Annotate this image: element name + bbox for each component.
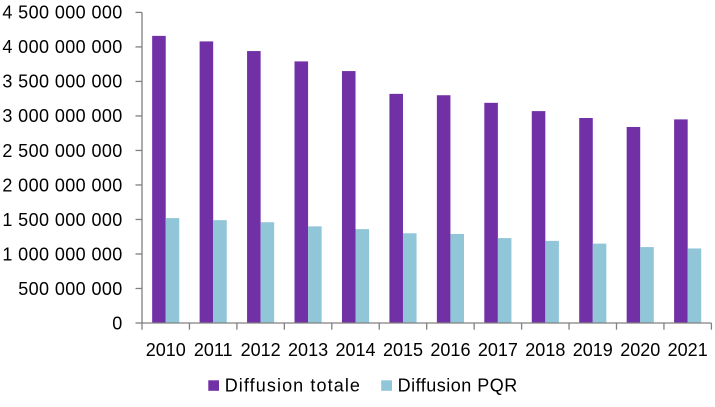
svg-text:1 000 000 000: 1 000 000 000 bbox=[2, 244, 122, 264]
svg-text:2 000 000 000: 2 000 000 000 bbox=[2, 175, 122, 195]
svg-text:2011: 2011 bbox=[194, 340, 233, 360]
svg-text:3 000 000 000: 3 000 000 000 bbox=[2, 106, 122, 126]
svg-text:2013: 2013 bbox=[288, 340, 328, 360]
svg-text:2018: 2018 bbox=[525, 340, 565, 360]
svg-text:2012: 2012 bbox=[241, 340, 281, 360]
svg-text:2017: 2017 bbox=[478, 340, 518, 360]
svg-text:Diffusion PQR: Diffusion PQR bbox=[398, 375, 518, 395]
svg-text:2016: 2016 bbox=[430, 340, 470, 360]
svg-text:2 500 000 000: 2 500 000 000 bbox=[2, 141, 122, 161]
svg-text:0: 0 bbox=[112, 313, 122, 333]
svg-text:2021: 2021 bbox=[668, 340, 708, 360]
svg-text:Diffusion totale: Diffusion totale bbox=[225, 375, 361, 395]
svg-text:2019: 2019 bbox=[573, 340, 613, 360]
svg-text:500 000 000: 500 000 000 bbox=[18, 279, 123, 299]
svg-text:1 500 000 000: 1 500 000 000 bbox=[2, 210, 122, 230]
svg-text:2015: 2015 bbox=[383, 340, 423, 360]
svg-text:4 500 000 000: 4 500 000 000 bbox=[2, 3, 122, 23]
svg-text:2014: 2014 bbox=[335, 340, 375, 360]
svg-text:4 000 000 000: 4 000 000 000 bbox=[2, 37, 122, 57]
svg-text:3 500 000 000: 3 500 000 000 bbox=[2, 72, 122, 92]
svg-text:2010: 2010 bbox=[146, 340, 186, 360]
svg-text:2020: 2020 bbox=[620, 340, 660, 360]
